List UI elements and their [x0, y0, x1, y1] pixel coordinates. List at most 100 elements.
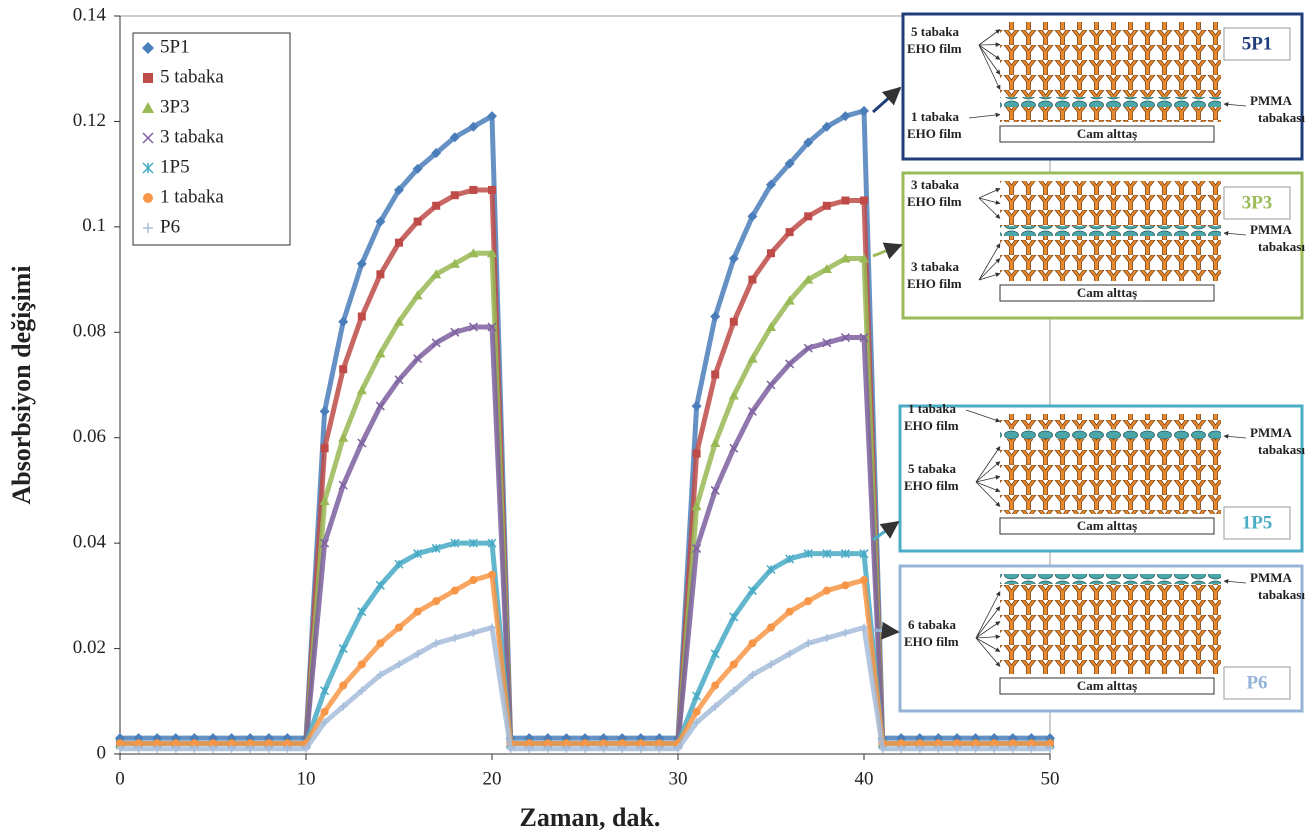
eho-layer	[1000, 67, 1221, 82]
note-label: EHO film	[904, 634, 959, 649]
eho-layer	[1000, 236, 1221, 251]
note-label: EHO film	[904, 478, 959, 493]
inset-label: P6	[1246, 672, 1267, 693]
marker	[339, 645, 347, 653]
eho-layer	[1000, 454, 1221, 469]
marker	[693, 450, 701, 458]
marker	[693, 708, 701, 716]
y-tick-label: 0.02	[73, 637, 106, 658]
x-tick-label: 40	[855, 768, 874, 789]
marker	[321, 687, 329, 695]
note-label: EHO film	[907, 41, 962, 56]
eho-layer	[1000, 37, 1221, 52]
eho-layer	[1000, 181, 1221, 196]
legend-label: 1P5	[160, 156, 190, 177]
note-label: 1 tabaka	[908, 401, 957, 416]
inset-arrow	[873, 88, 900, 112]
marker	[432, 202, 440, 210]
inset-label: 1P5	[1242, 512, 1273, 533]
eho-layer	[1000, 499, 1221, 514]
substrate-label: Cam alttaş	[1077, 518, 1137, 533]
note-label: EHO film	[904, 418, 959, 433]
marker	[358, 660, 366, 668]
note-label: 5 tabaka	[911, 24, 960, 39]
marker	[358, 312, 366, 320]
inset-label: 5P1	[1242, 33, 1273, 54]
marker	[376, 270, 384, 278]
marker	[432, 597, 440, 605]
legend-label: 5 tabaka	[160, 66, 224, 87]
page: {"chart_data": {"type": "scatter", "x_la…	[0, 0, 1311, 840]
eho-layer	[1000, 484, 1221, 499]
note-arrow	[979, 45, 1000, 46]
legend-label: 3P3	[160, 96, 190, 117]
marker	[320, 406, 330, 416]
x-tick-label: 0	[115, 768, 125, 789]
eho-layer	[1000, 599, 1221, 614]
marker	[469, 186, 477, 194]
pmma-layer	[1000, 429, 1221, 439]
legend-label: P6	[160, 216, 180, 237]
marker	[804, 597, 812, 605]
marker	[143, 193, 153, 203]
x-tick-label: 10	[297, 768, 316, 789]
eho-layer	[1000, 659, 1221, 674]
eho-layer	[1000, 614, 1221, 629]
y-tick-label: 0.14	[73, 4, 107, 25]
y-tick-label: 0.04	[73, 532, 107, 553]
substrate-label: Cam alttaş	[1077, 678, 1137, 693]
eho-layer	[1000, 439, 1221, 454]
inset-arrow	[873, 245, 901, 256]
marker	[767, 249, 775, 257]
eho-layer	[1000, 469, 1221, 484]
marker	[786, 608, 794, 616]
note-label: 6 tabaka	[908, 617, 957, 632]
marker	[376, 639, 384, 647]
eho-layer	[1000, 107, 1221, 122]
marker	[748, 276, 756, 284]
pmma-layer	[1000, 574, 1221, 584]
legend-label: 5P1	[160, 36, 190, 57]
marker	[451, 191, 459, 199]
marker	[692, 401, 702, 411]
marker	[469, 576, 477, 584]
marker	[451, 587, 459, 595]
substrate-label: Cam alttaş	[1077, 285, 1137, 300]
eho-layer	[1000, 52, 1221, 67]
marker	[804, 212, 812, 220]
x-tick-label: 50	[1041, 768, 1060, 789]
marker	[730, 318, 738, 326]
pmma-label: tabakası	[1258, 587, 1305, 602]
legend-label: 3 tabaka	[160, 126, 224, 147]
x-tick-label: 30	[669, 768, 688, 789]
x-axis-label: Zaman, dak.	[520, 803, 661, 832]
marker	[414, 218, 422, 226]
marker	[748, 639, 756, 647]
pmma-label: PMMA	[1250, 425, 1292, 440]
eho-layer	[1000, 266, 1221, 281]
note-label: EHO film	[907, 126, 962, 141]
marker	[860, 576, 868, 584]
marker	[711, 370, 719, 378]
marker	[321, 708, 329, 716]
pmma-label: PMMA	[1250, 222, 1292, 237]
eho-layer	[1000, 22, 1221, 37]
marker	[488, 571, 496, 579]
marker	[143, 73, 153, 83]
marker	[488, 186, 496, 194]
note-label: EHO film	[907, 194, 962, 209]
marker	[693, 692, 701, 700]
legend-label: 1 tabaka	[160, 186, 224, 207]
pmma-layer	[1000, 97, 1221, 107]
note-label: EHO film	[907, 276, 962, 291]
marker	[860, 197, 868, 205]
marker	[823, 587, 831, 595]
eho-layer	[1000, 414, 1221, 429]
eho-layer	[1000, 251, 1221, 266]
marker	[414, 608, 422, 616]
pmma-label: tabakası	[1258, 110, 1305, 125]
marker	[823, 202, 831, 210]
eho-layer	[1000, 644, 1221, 659]
y-tick-label: 0.08	[73, 321, 106, 342]
y-tick-label: 0.06	[73, 426, 106, 447]
